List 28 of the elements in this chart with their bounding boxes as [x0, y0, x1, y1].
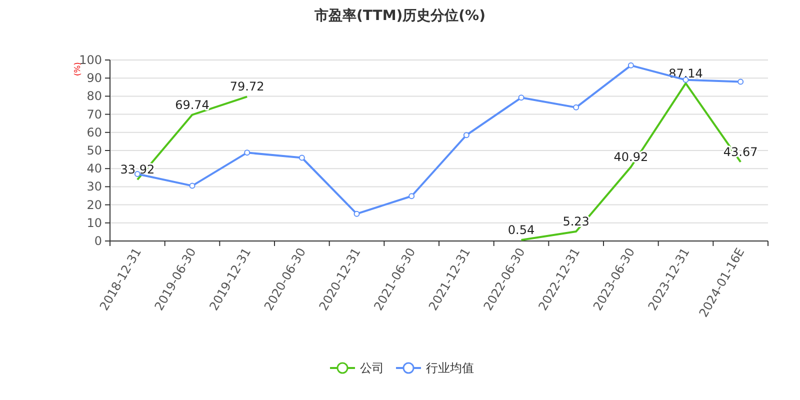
y-tick-label: 10	[86, 216, 102, 230]
y-tick-label: 100	[79, 53, 102, 67]
point	[738, 78, 744, 85]
point	[628, 62, 634, 68]
y-tick-label: 80	[86, 89, 102, 104]
y-axis-title: (%)	[73, 62, 82, 76]
point	[463, 132, 470, 138]
legend-label: 行业均值	[426, 361, 474, 375]
point	[518, 94, 524, 101]
y-tick-label: 70	[86, 107, 102, 122]
data-label: 79.72	[230, 80, 264, 94]
y-tick-label: 60	[86, 125, 102, 140]
point	[298, 154, 305, 161]
y-tick-label: 40	[86, 162, 102, 176]
y-tick-label: 90	[86, 71, 102, 86]
y-tick-label: 0	[94, 234, 102, 248]
chart-title: 市盈率(TTM)历史分位(%)	[314, 7, 486, 24]
point	[408, 193, 415, 200]
y-tick-label: 20	[86, 198, 102, 212]
point	[573, 104, 580, 110]
data-label: 69.74	[175, 98, 210, 112]
y-tick-label: 30	[86, 180, 102, 194]
point	[189, 182, 196, 189]
y-tick-label: 50	[86, 144, 102, 158]
data-label: 0.54	[508, 223, 535, 238]
legend-label: 公司	[360, 361, 384, 375]
point	[244, 150, 250, 156]
point	[354, 210, 360, 217]
